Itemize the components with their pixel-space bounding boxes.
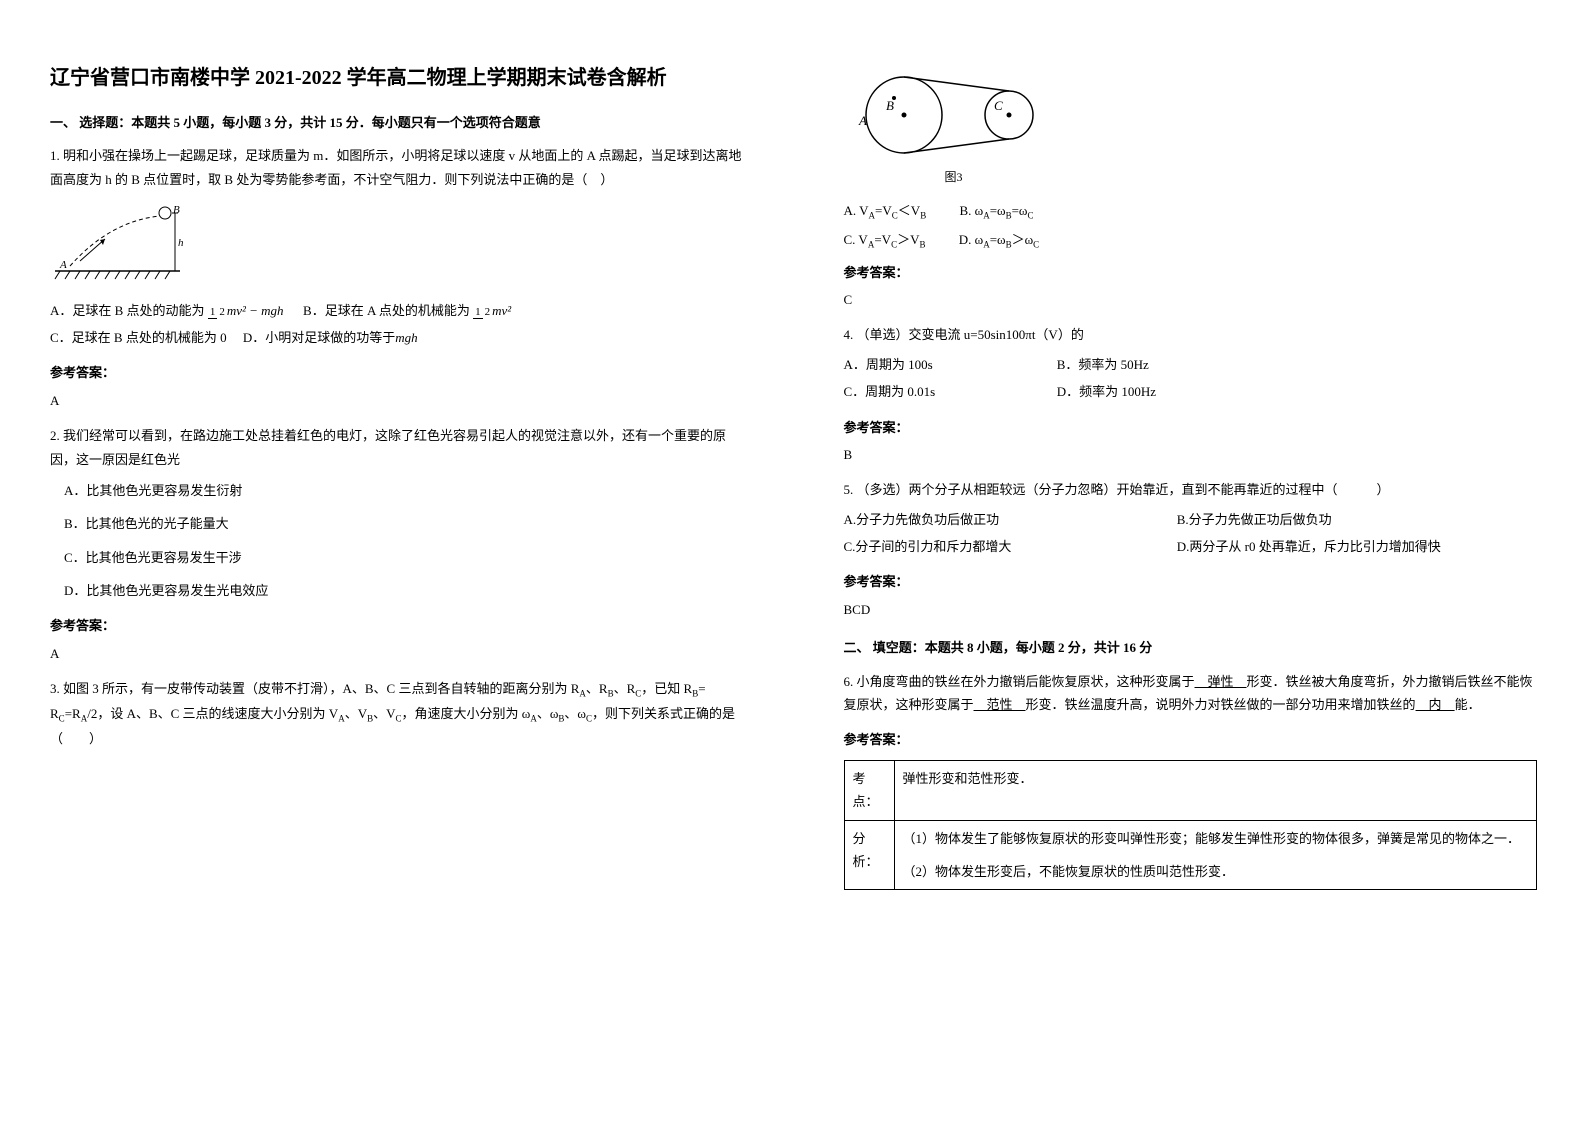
q1-optA: A．足球在 B 点处的动能为 12mv² − mgh bbox=[50, 303, 287, 318]
q3-answer: C bbox=[844, 288, 1538, 311]
q3-diagram: A B C 图3 bbox=[844, 70, 1538, 189]
q2-optB: B．比其他色光的光子能量大 bbox=[64, 512, 744, 535]
q4-optB: B．频率为 50Hz bbox=[1057, 353, 1149, 376]
q6-blank3: 内 bbox=[1416, 697, 1455, 712]
cell-kaodian-label: 考点： bbox=[844, 760, 894, 820]
cell-fenxi-label: 分析： bbox=[844, 820, 894, 890]
fraction-half: 12 bbox=[473, 306, 492, 318]
question-3: 3. 如图 3 所示，有一皮带传动装置（皮带不打滑），A、B、C 三点到各自转轴… bbox=[50, 677, 744, 750]
q4-answer: B bbox=[844, 443, 1538, 466]
q2-optA: A．比其他色光更容易发生衍射 bbox=[64, 479, 744, 502]
q4-optD: D．频率为 100Hz bbox=[1057, 380, 1156, 403]
answer-label: 参考答案： bbox=[844, 570, 1538, 593]
q1-answer: A bbox=[50, 389, 744, 412]
answer-label: 参考答案： bbox=[844, 416, 1538, 439]
left-column: 辽宁省营口市南楼中学 2021-2022 学年高二物理上学期期末试卷含解析 一、… bbox=[0, 0, 794, 1122]
q5-answer: BCD bbox=[844, 598, 1538, 621]
analysis-table: 考点： 弹性形变和范性形变． 分析： （1）物体发生了能够恢复原状的形变叫弹性形… bbox=[844, 760, 1538, 891]
q1-options2: C．足球在 B 点处的机械能为 0 D．小明对足球做的功等于mgh bbox=[50, 326, 744, 349]
question-6: 6. 小角度弯曲的铁丝在外力撤销后能恢复原状，这种形变属于 弹性 形变．铁丝被大… bbox=[844, 670, 1538, 717]
q3-optA: A. VA=VC＜VB bbox=[844, 199, 927, 224]
cell-kaodian-text: 弹性形变和范性形变． bbox=[894, 760, 1537, 820]
q4-optC: C．周期为 0.01s bbox=[844, 380, 1024, 403]
q2-answer: A bbox=[50, 642, 744, 665]
answer-label: 参考答案： bbox=[844, 261, 1538, 284]
table-row: 分析： （1）物体发生了能够恢复原状的形变叫弹性形变；能够发生弹性形变的物体很多… bbox=[844, 820, 1537, 890]
q1-options: A．足球在 B 点处的动能为 12mv² − mgh B．足球在 A 点处的机械… bbox=[50, 299, 744, 322]
answer-label: 参考答案： bbox=[844, 728, 1538, 751]
svg-text:A: A bbox=[59, 259, 67, 271]
q1-optB: B．足球在 A 点处的机械能为 12mv² bbox=[303, 303, 511, 318]
q4-optA: A．周期为 100s bbox=[844, 353, 1024, 376]
section2-header: 二、 填空题：本题共 8 小题，每小题 2 分，共计 16 分 bbox=[844, 636, 1538, 659]
svg-text:B: B bbox=[886, 98, 894, 113]
section1-header: 一、 选择题：本题共 5 小题，每小题 3 分，共计 15 分．每小题只有一个选… bbox=[50, 111, 744, 134]
question-4: 4. （单选）交变电流 u=50sin100πt（V）的 A．周期为 100s … bbox=[844, 323, 1538, 403]
q6-blank2: 范性 bbox=[974, 697, 1026, 712]
q1-optC: C．足球在 B 点处的机械能为 0 bbox=[50, 330, 227, 345]
q5-text: 5. （多选）两个分子从相距较远（分子力忽略）开始靠近，直到不能再靠近的过程中（… bbox=[844, 478, 1538, 501]
answer-label: 参考答案： bbox=[50, 614, 744, 637]
answer-label: 参考答案： bbox=[50, 361, 744, 384]
q5-optC: C.分子间的引力和斥力都增大 bbox=[844, 535, 1144, 558]
svg-text:A: A bbox=[858, 113, 867, 128]
q3-options2: C. VA=VC＞VB D. ωA=ωB＞ωC bbox=[844, 228, 1538, 253]
q3-fig-label: 图3 bbox=[844, 167, 1064, 189]
q1-optD: D．小明对足球做的功等于mgh bbox=[243, 330, 418, 345]
q5-optD: D.两分子从 r0 处再靠近，斥力比引力增加得快 bbox=[1177, 535, 1441, 558]
question-2: 2. 我们经常可以看到，在路边施工处总挂着红色的电灯，这除了红色光容易引起人的视… bbox=[50, 424, 744, 602]
q3-text: 3. 如图 3 所示，有一皮带传动装置（皮带不打滑），A、B、C 三点到各自转轴… bbox=[50, 677, 744, 750]
q1-text: 1. 明和小强在操场上一起踢足球，足球质量为 m．如图所示，小明将足球以速度 v… bbox=[50, 144, 744, 191]
question-5: 5. （多选）两个分子从相距较远（分子力忽略）开始靠近，直到不能再靠近的过程中（… bbox=[844, 478, 1538, 558]
svg-text:h: h bbox=[178, 237, 184, 249]
q3-optB: B. ωA=ωB=ωC bbox=[959, 199, 1033, 224]
question-1: 1. 明和小强在操场上一起踢足球，足球质量为 m．如图所示，小明将足球以速度 v… bbox=[50, 144, 744, 349]
q3-optD: D. ωA=ωB＞ωC bbox=[959, 228, 1039, 253]
svg-text:C: C bbox=[994, 98, 1003, 113]
exam-title: 辽宁省营口市南楼中学 2021-2022 学年高二物理上学期期末试卷含解析 bbox=[50, 60, 744, 96]
q5-optB: B.分子力先做正功后做负功 bbox=[1177, 508, 1332, 531]
q3-options: A. VA=VC＜VB B. ωA=ωB=ωC bbox=[844, 199, 1538, 224]
q2-text: 2. 我们经常可以看到，在路边施工处总挂着红色的电灯，这除了红色光容易引起人的视… bbox=[50, 424, 744, 471]
q4-text: 4. （单选）交变电流 u=50sin100πt（V）的 bbox=[844, 323, 1538, 346]
cell-fenxi-text: （1）物体发生了能够恢复原状的形变叫弹性形变；能够发生弹性形变的物体很多，弹簧是… bbox=[894, 820, 1537, 890]
fraction-half: 12 bbox=[208, 306, 227, 318]
q3-optC: C. VA=VC＞VB bbox=[844, 228, 926, 253]
table-row: 考点： 弹性形变和范性形变． bbox=[844, 760, 1537, 820]
q2-optD: D．比其他色光更容易发生光电效应 bbox=[64, 579, 744, 602]
q6-blank1: 弹性 bbox=[1195, 674, 1247, 689]
right-column: A B C 图3 A. VA=VC＜VB B. ωA=ωB=ωC C. VA=V… bbox=[794, 0, 1587, 1122]
q5-optA: A.分子力先做负功后做正功 bbox=[844, 508, 1144, 531]
svg-text:B: B bbox=[173, 204, 180, 216]
q2-optC: C．比其他色光更容易发生干涉 bbox=[64, 546, 744, 569]
q1-diagram: B A h bbox=[50, 201, 744, 288]
